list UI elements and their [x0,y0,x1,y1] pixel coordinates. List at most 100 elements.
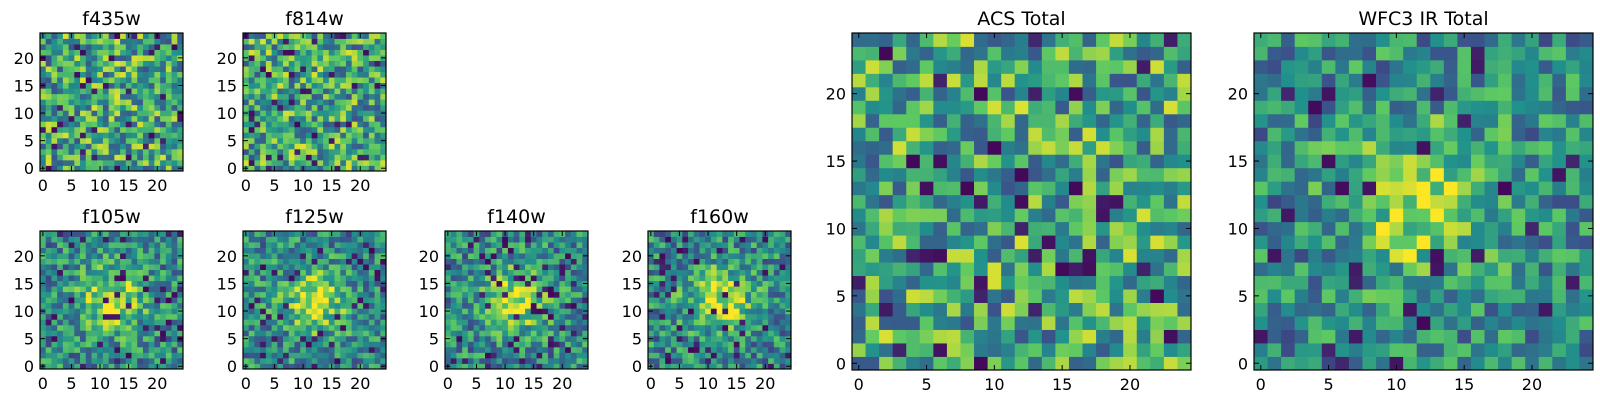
heatmap-cell [120,93,127,100]
heatmap-cell [142,346,150,353]
heatmap-cell [1457,343,1472,357]
heatmap-cell [710,357,718,364]
heatmap-cell [653,231,660,237]
heatmap-cell [665,324,672,331]
heatmap-cell [80,258,87,265]
heatmap-cell [137,132,144,139]
heatmap-cell [1096,46,1111,61]
heatmap-cell [705,341,712,348]
heatmap-cell [368,99,375,106]
heatmap-cell [762,335,769,342]
heatmap-cell [294,357,301,364]
heatmap-cell [288,60,295,67]
heatmap-cell [271,104,278,111]
heatmap-cell [57,60,64,67]
heatmap-cell [502,297,509,304]
heatmap-cell [125,319,132,326]
heatmap-cell [773,264,780,271]
heatmap-cell [363,33,370,39]
heatmap-cell [345,308,353,315]
heatmap-cell [177,352,184,359]
heatmap-cell [114,126,121,133]
heatmap-cell [345,346,353,353]
heatmap-cell [114,121,121,128]
heatmap-cell [97,110,104,117]
heatmap-cell [108,33,115,39]
heatmap-cell [1416,194,1431,209]
heatmap-cell [565,297,572,304]
heatmap-cell [1177,127,1192,142]
heatmap-cell [265,154,272,161]
heatmap-cell [345,132,353,139]
heatmap-cell [946,127,961,142]
heatmap-cell [311,286,318,293]
heatmap-cell [1001,275,1016,290]
heatmap-cell [496,291,503,298]
heatmap-cell [576,286,583,293]
heatmap-cell [114,77,121,84]
heatmap-cell [1552,302,1567,317]
heatmap-cell [91,313,98,320]
heatmap-cell [271,71,278,78]
heatmap-cell [51,66,58,73]
heatmap-cell [305,302,313,309]
heatmap-cell [1096,154,1111,169]
heatmap-cell [68,44,75,50]
heatmap-cell [74,286,81,293]
heatmap-cell [328,247,335,254]
heatmap-cell [1001,46,1016,61]
heatmap-cell [68,341,75,348]
heatmap-cell [260,269,267,276]
heatmap-cell [653,280,660,287]
heatmap-cell [906,181,921,196]
heatmap-cell [317,269,324,276]
heatmap-cell [351,357,358,364]
heatmap-cell [892,127,907,142]
heatmap-cell [852,208,866,223]
heatmap-cell [688,335,695,342]
heatmap-cell [1028,356,1043,371]
heatmap-cell [317,363,324,370]
heatmap-cell [51,286,58,293]
heatmap-cell [97,126,104,133]
heatmap-cell [1579,248,1594,263]
heatmap-cell [1321,356,1336,371]
heatmap-cell [852,181,866,196]
heatmap-cell [277,165,284,172]
heatmap-cell [1109,316,1124,330]
heatmap-cell [277,115,284,122]
heatmap-cell [1055,154,1070,169]
heatmap-cell [154,346,161,353]
heatmap-cell [946,86,961,101]
heatmap-cell [351,302,358,309]
heatmap-cell [171,148,178,155]
heatmap-cell [1470,316,1485,330]
heatmap-cell [131,93,138,100]
heatmap-cell [1014,248,1029,263]
x-tick-label: 20 [147,374,167,393]
heatmap-cell [519,297,526,304]
heatmap-cell [768,247,775,254]
heatmap-cell [1403,248,1418,263]
heatmap-cell [773,247,780,254]
heatmap-cell [265,165,272,172]
heatmap-cell [525,247,532,254]
heatmap-cell [1281,181,1296,196]
heatmap-cell [294,132,301,139]
heatmap-cell [688,269,695,276]
heatmap-cell [722,247,729,254]
heatmap-cell [1123,59,1138,74]
heatmap-cell [374,297,381,304]
heatmap-cell [80,154,87,161]
heatmap-cell [380,264,387,271]
heatmap-cell [1484,235,1499,250]
heatmap-cell [80,148,87,155]
heatmap-cell [374,363,381,370]
heatmap-cell [357,346,364,353]
heatmap-cell [1430,343,1445,357]
heatmap-cell [345,126,353,133]
heatmap-cell [485,313,492,320]
heatmap-cell [865,289,880,303]
heatmap-cell [334,82,341,89]
heatmap-cell [114,335,121,342]
